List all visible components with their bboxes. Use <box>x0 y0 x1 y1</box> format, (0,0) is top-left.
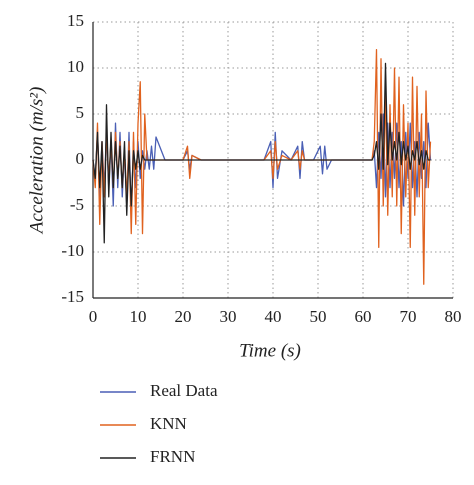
legend-label: FRNN <box>150 447 195 466</box>
y-tick-label: 5 <box>76 103 85 122</box>
x-tick-label: 30 <box>220 307 237 326</box>
y-tick-label: -5 <box>70 195 84 214</box>
x-tick-label: 20 <box>175 307 192 326</box>
y-tick-label: 0 <box>76 149 85 168</box>
y-tick-label: -10 <box>61 241 84 260</box>
x-tick-label: 40 <box>265 307 282 326</box>
data-line <box>92 48 432 285</box>
y-tick-label: -15 <box>61 287 84 306</box>
x-tick-label: 50 <box>310 307 327 326</box>
legend-label: Real Data <box>150 381 218 400</box>
y-tick-label: 15 <box>67 11 84 30</box>
x-tick-label: 70 <box>400 307 417 326</box>
data-line <box>92 62 431 244</box>
x-tick-label: 0 <box>89 307 98 326</box>
x-tick-label: 10 <box>130 307 147 326</box>
x-tick-label: 80 <box>445 307 462 326</box>
x-tick-label: 60 <box>355 307 372 326</box>
legend-label: KNN <box>150 414 187 433</box>
x-axis-label: Time (s) <box>239 340 301 361</box>
y-tick-label: 10 <box>67 57 84 76</box>
y-axis-label: Acceleration (m/s²) <box>26 87 47 236</box>
